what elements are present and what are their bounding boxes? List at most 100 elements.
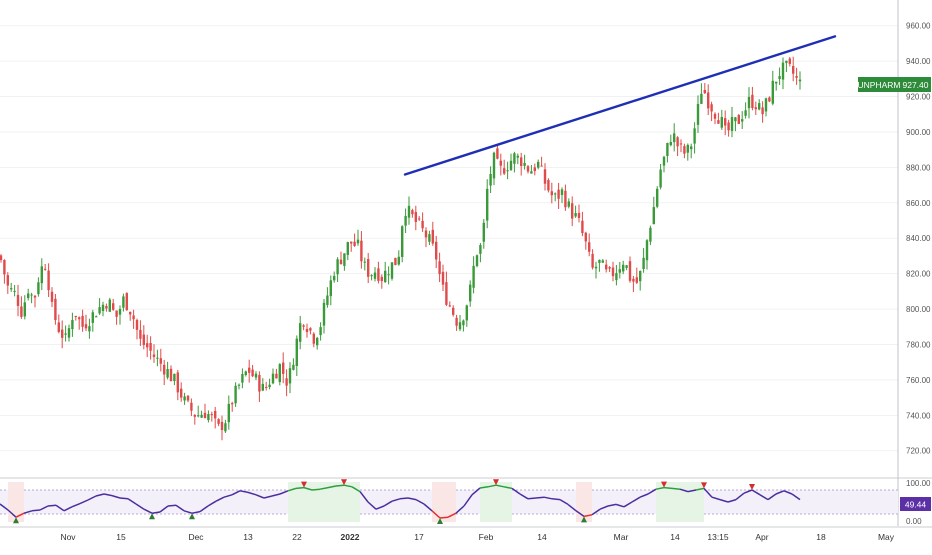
osc-segment <box>207 500 217 507</box>
osc-segment <box>15 512 25 518</box>
osc-value-text: 49.44 <box>905 500 927 510</box>
candle-body <box>47 270 50 291</box>
candle-body <box>778 76 781 80</box>
trendline-layer[interactable] <box>403 35 837 176</box>
candle-body <box>285 378 288 386</box>
osc-segment <box>559 498 569 506</box>
candle-body <box>27 293 30 299</box>
osc-highlight-up <box>688 482 696 522</box>
candle-body <box>411 210 414 215</box>
candle-body <box>88 326 91 332</box>
candle-body <box>336 259 339 275</box>
candle-body <box>37 282 40 295</box>
candle-body <box>700 93 703 104</box>
candle-body <box>734 117 737 122</box>
candle-body <box>441 271 445 285</box>
osc-highlight-up <box>504 482 512 522</box>
osc-sell-marker <box>341 479 347 486</box>
osc-segment <box>575 510 585 518</box>
candle-body <box>673 133 676 143</box>
candle-body <box>214 410 217 419</box>
candle-body <box>645 240 649 261</box>
time-tick-label: Feb <box>479 532 494 542</box>
trendline[interactable] <box>403 35 837 176</box>
osc-segment <box>591 508 601 516</box>
time-axis[interactable]: Nov 15 Dec 13 22 2022 17 Feb 14 Mar 14 13:15 Apr 18 Ma… <box>60 532 894 542</box>
candle-body <box>261 383 264 391</box>
osc-segment <box>511 487 521 495</box>
time-tick-label: 13 <box>243 532 253 542</box>
osc-segment <box>71 502 81 508</box>
candle-body <box>258 375 261 392</box>
candle-body <box>717 120 720 124</box>
osc-segment <box>775 490 785 495</box>
osc-buy-marker <box>13 517 19 524</box>
osc-segment <box>167 504 177 507</box>
candle-body <box>435 241 438 260</box>
candle-body <box>632 278 635 282</box>
price-tick-label: 920.00 <box>906 93 931 102</box>
candle-body <box>95 316 98 318</box>
candle-body <box>384 270 387 283</box>
candle-body <box>404 215 407 226</box>
candle-body <box>414 211 417 222</box>
candle-body <box>16 294 20 306</box>
candle-body <box>67 328 71 338</box>
price-scale[interactable]: 720.00 740.00 760.00 780.00 800.00 820.00 840.… <box>906 22 931 456</box>
osc-segment <box>223 494 233 498</box>
osc-segment <box>783 490 793 495</box>
price-tick-label: 720.00 <box>906 447 931 456</box>
price-tick-label: 960.00 <box>906 22 931 31</box>
candle-body <box>78 317 81 320</box>
candle-body <box>288 368 292 384</box>
candle-body <box>679 143 683 145</box>
osc-highlight-up <box>336 482 344 522</box>
time-tick-label: 15 <box>116 532 126 542</box>
candle-body <box>23 302 26 317</box>
candle-body <box>115 310 118 317</box>
osc-segment <box>327 485 337 489</box>
osc-highlight-up <box>488 482 496 522</box>
candle-body <box>360 240 363 262</box>
candle-body <box>299 323 302 342</box>
time-tick-label: Nov <box>60 532 76 542</box>
osc-segment <box>111 494 121 499</box>
candle-body <box>520 157 523 167</box>
candle-body <box>523 162 526 166</box>
candle-body <box>227 403 230 423</box>
osc-segment <box>247 491 257 496</box>
candle-body <box>64 333 67 335</box>
candle-body <box>54 298 57 321</box>
candle-body <box>761 107 764 115</box>
osc-segment <box>615 503 625 508</box>
osc-highlight-up <box>312 482 320 522</box>
candle-body <box>275 373 278 379</box>
candle-body <box>574 212 577 217</box>
candle-body <box>509 160 513 170</box>
candle-body <box>302 325 305 327</box>
candle-body <box>421 220 424 229</box>
price-panel[interactable] <box>0 25 898 452</box>
candle-body <box>438 261 441 275</box>
osc-segment <box>263 495 273 499</box>
candle-body <box>666 142 669 156</box>
candle-body <box>764 98 768 112</box>
osc-highlight-down <box>440 482 448 522</box>
candle-body <box>176 372 179 393</box>
osc-segment <box>447 512 457 518</box>
osc-segment <box>551 498 561 501</box>
symbol-price-label: SUNPHARMA 927.40 <box>852 77 931 92</box>
osc-segment <box>567 503 577 512</box>
candle-body <box>557 189 560 199</box>
osc-segment <box>455 505 465 514</box>
candle-body <box>771 80 774 104</box>
candle-body <box>792 66 795 74</box>
oscillator-panel[interactable] <box>0 479 898 524</box>
candle-body <box>516 155 519 158</box>
candle-body <box>373 272 377 279</box>
osc-buy-marker <box>149 513 155 520</box>
candle-body <box>122 296 125 308</box>
candle-body <box>758 103 761 110</box>
osc-segment <box>399 497 409 500</box>
